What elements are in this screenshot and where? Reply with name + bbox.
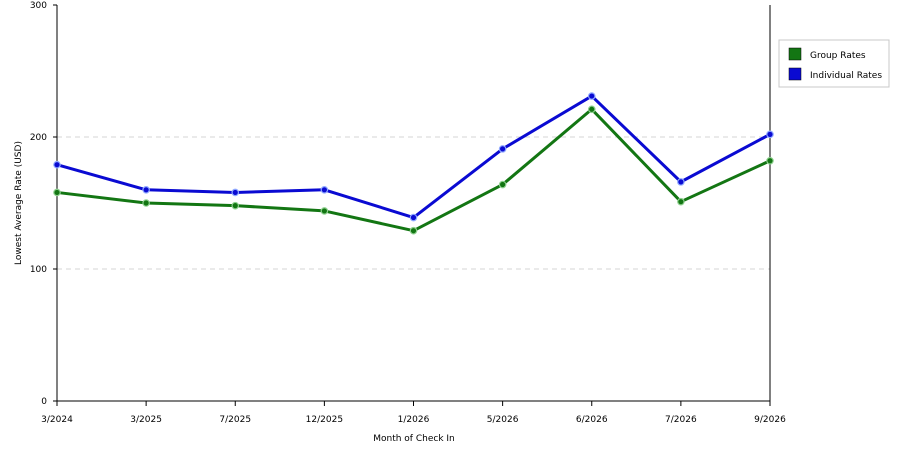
x-axis-ticks: 3/2024 3/2025 7/2025 12/2025 1/2026 5/2026 6/2… — [41, 401, 786, 425]
legend-swatch-individual-rates — [788, 67, 802, 81]
data-point-group-rates — [498, 180, 507, 189]
data-point-individual-rates — [231, 188, 240, 197]
x-tick-label: 3/2025 — [130, 415, 162, 425]
legend-label-individual-rates: Individual Rates — [810, 71, 882, 81]
data-point-individual-rates — [409, 213, 418, 222]
x-tick-label: 3/2024 — [41, 415, 73, 425]
data-point-individual-rates — [142, 186, 150, 194]
y-tick-label: 300 — [30, 1, 47, 11]
legend-label-group-rates: Group Rates — [810, 51, 866, 61]
y-tick-label: 100 — [30, 265, 47, 275]
data-point-individual-rates — [677, 178, 685, 186]
series-line-individual-rates — [55, 94, 772, 220]
data-point-individual-rates — [587, 92, 596, 100]
data-point-group-rates — [677, 197, 685, 206]
grid-lines — [57, 136, 770, 270]
data-point-group-rates — [587, 105, 596, 114]
data-point-group-rates — [231, 201, 240, 210]
data-point-individual-rates — [53, 160, 61, 169]
data-point-individual-rates — [320, 186, 329, 194]
x-tick-label: 12/2025 — [306, 415, 343, 425]
data-point-individual-rates — [766, 130, 774, 139]
x-tick-label: 9/2026 — [754, 415, 786, 425]
x-tick-label: 7/2026 — [665, 415, 697, 425]
legend: Group Rates Individual Rates — [778, 39, 890, 88]
data-point-group-rates — [53, 188, 61, 197]
x-axis-title: Month of Check In — [373, 434, 455, 444]
y-axis-title: Lowest Average Rate (USD) — [14, 141, 24, 265]
y-tick-label: 200 — [30, 133, 47, 143]
x-tick-label: 7/2025 — [219, 415, 251, 425]
x-tick-label: 1/2026 — [398, 415, 430, 425]
series-lines — [53, 92, 774, 235]
legend-swatch-group-rates — [788, 47, 802, 61]
data-point-group-rates — [320, 207, 329, 215]
y-tick-label: 0 — [41, 397, 47, 407]
data-point-group-rates — [142, 199, 150, 207]
data-point-group-rates — [766, 156, 774, 165]
x-tick-label: 5/2026 — [487, 415, 519, 425]
series-line-group-rates — [55, 107, 772, 233]
data-point-individual-rates — [498, 145, 507, 153]
x-tick-label: 6/2026 — [576, 415, 608, 425]
y-axis-ticks: 0 100 200 300 — [30, 1, 57, 407]
data-point-group-rates — [409, 226, 418, 235]
